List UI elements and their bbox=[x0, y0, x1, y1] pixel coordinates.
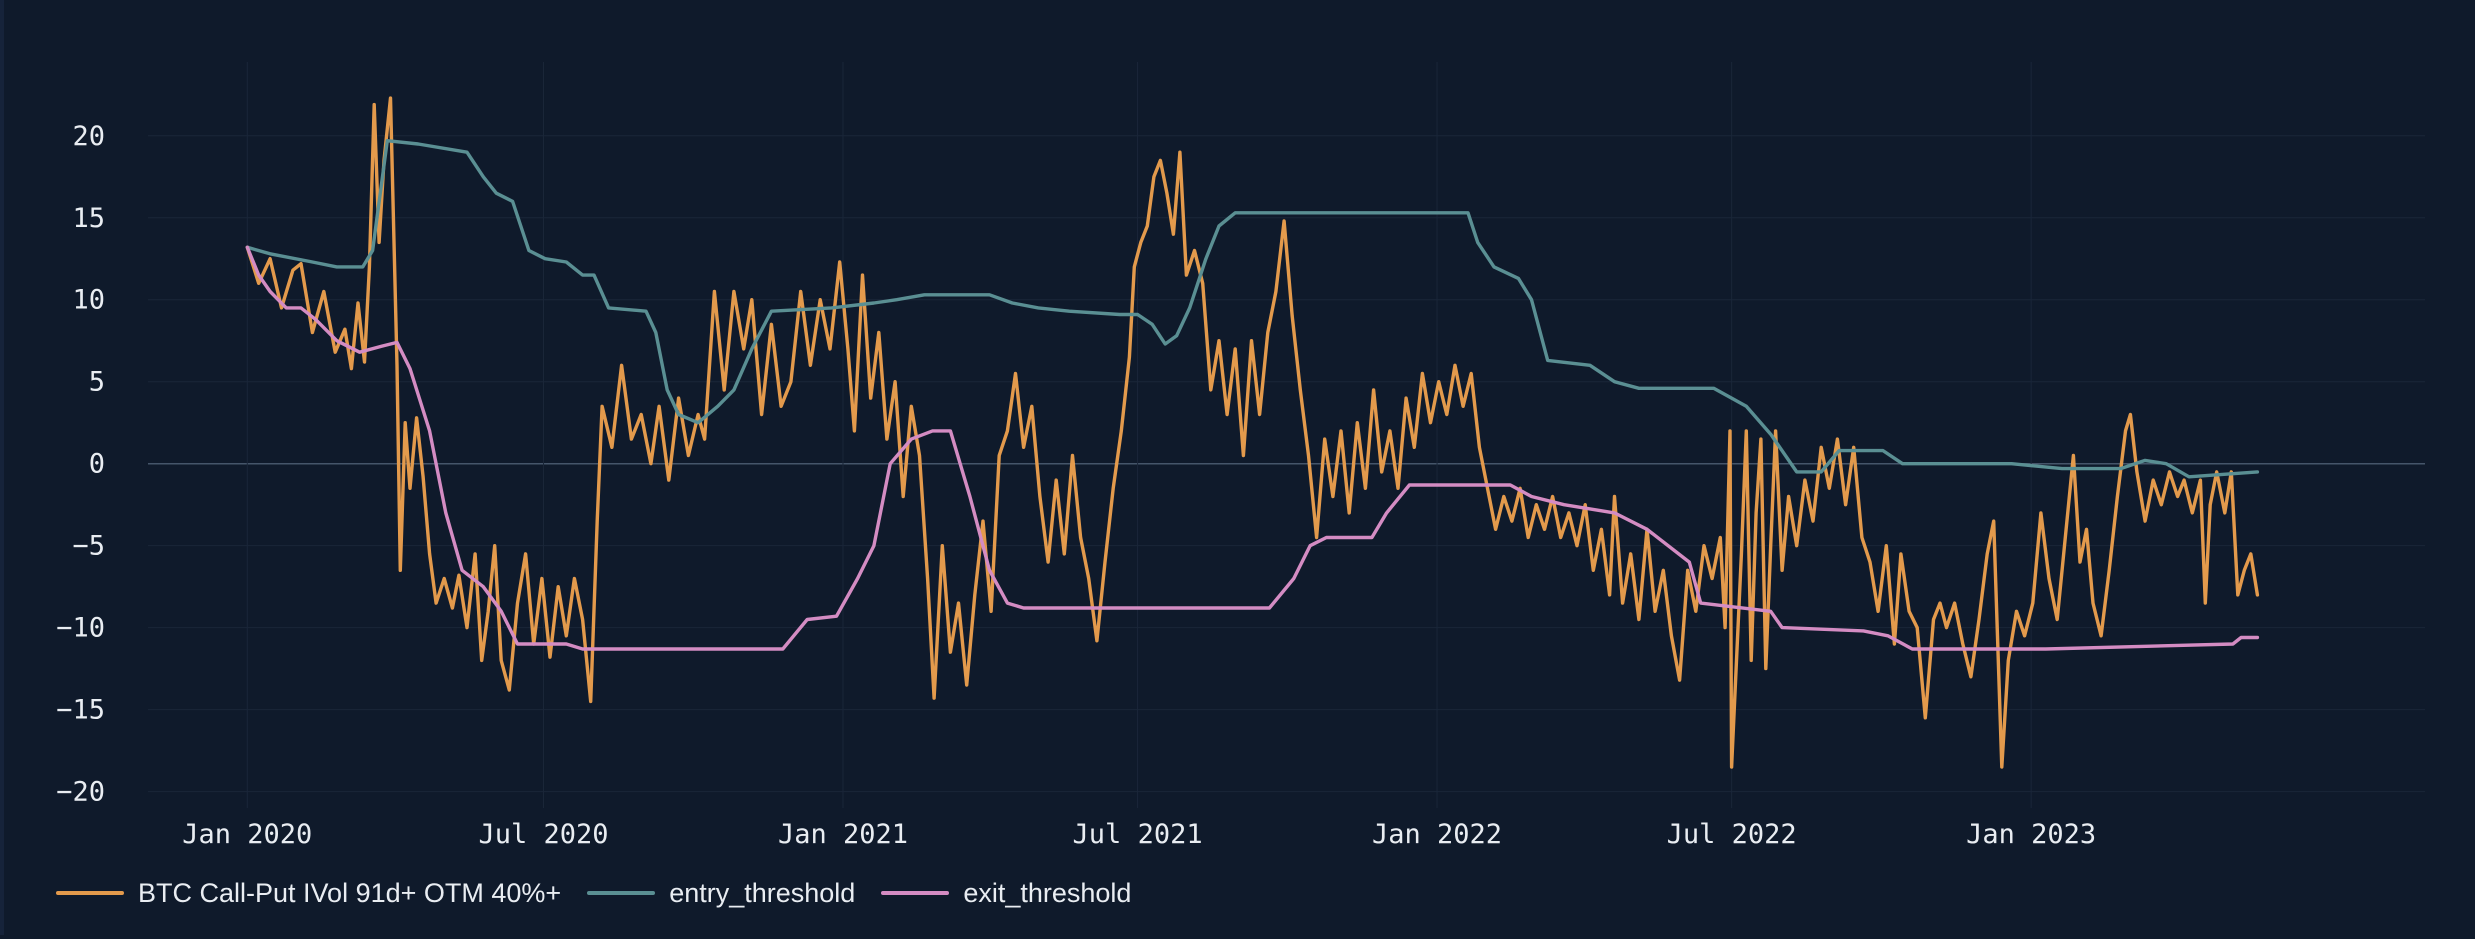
legend-swatch bbox=[587, 891, 656, 895]
x-tick-label: Jul 2022 bbox=[1667, 819, 1797, 850]
legend-label: exit_threshold bbox=[963, 877, 1132, 908]
x-tick-label: Jul 2021 bbox=[1073, 819, 1203, 850]
left-edge-divider bbox=[0, 0, 4, 935]
legend-label: BTC Call-Put IVol 91d+ OTM 40%+ bbox=[138, 877, 562, 908]
series-line-1 bbox=[245, 96, 2260, 769]
y-tick-label: 20 bbox=[72, 121, 105, 152]
legend: BTC Call-Put IVol 91d+ OTM 40%+ entry_th… bbox=[56, 870, 1131, 916]
legend-label: entry_threshold bbox=[669, 877, 856, 908]
grid bbox=[148, 62, 2425, 808]
legend-swatch bbox=[56, 891, 124, 895]
y-axis: 20 15 10 5 0 −5 −10 −15 −20 bbox=[56, 121, 105, 808]
legend-swatch bbox=[881, 891, 950, 895]
series-line-2 bbox=[245, 139, 2260, 479]
x-tick-label: Jul 2020 bbox=[478, 819, 608, 850]
y-tick-label: 5 bbox=[89, 367, 105, 398]
y-tick-label: 10 bbox=[72, 285, 105, 316]
legend-item-series-3[interactable]: exit_threshold bbox=[881, 878, 1131, 909]
x-axis: Jan 2020 Jul 2020 Jan 2021 Jul 2021 Jan 2022… bbox=[182, 819, 2096, 850]
x-tick-label: Jan 2020 bbox=[182, 819, 312, 850]
legend-item-series-2[interactable]: entry_threshold bbox=[587, 878, 855, 909]
x-tick-label: Jan 2022 bbox=[1372, 819, 1502, 850]
y-tick-label: −20 bbox=[56, 777, 105, 808]
y-tick-label: −5 bbox=[72, 531, 105, 562]
x-tick-label: Jan 2023 bbox=[1966, 819, 2096, 850]
legend-item-series-1[interactable]: BTC Call-Put IVol 91d+ OTM 40%+ bbox=[56, 878, 561, 909]
y-tick-label: −10 bbox=[56, 613, 105, 644]
y-tick-label: −15 bbox=[56, 695, 105, 726]
x-tick-label: Jan 2021 bbox=[778, 819, 908, 850]
series-lines bbox=[245, 96, 2260, 769]
series-line-3 bbox=[245, 245, 2260, 651]
y-tick-label: 15 bbox=[72, 203, 105, 234]
y-tick-label: 0 bbox=[89, 449, 105, 480]
